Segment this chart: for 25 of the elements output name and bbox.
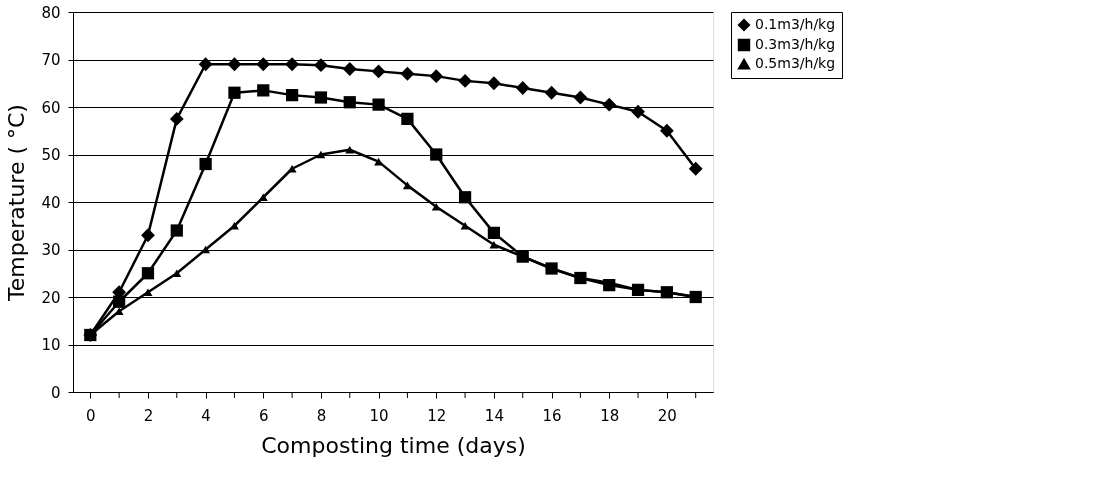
y-tick-label: 10 (41, 336, 61, 354)
y-tick-label: 40 (41, 193, 61, 212)
x-tick-label: 12 (427, 406, 447, 425)
y-tick-label: 80 (41, 3, 61, 22)
legend-label: 0.3m3/h/kg (755, 36, 836, 52)
y-tick-label: 20 (41, 288, 61, 307)
x-axis-title: Composting time (days) (261, 432, 526, 458)
x-tick-label: 18 (600, 406, 620, 425)
legend-label: 0.5m3/h/kg (755, 55, 836, 71)
legend-label: 0.1m3/h/kg (755, 16, 836, 32)
x-tick-label: 2 (143, 406, 154, 425)
x-tick-label: 14 (484, 406, 504, 425)
x-tick-label: 16 (542, 406, 562, 425)
x-tick-label: 4 (201, 406, 211, 425)
x-tick-label: 10 (369, 406, 389, 425)
y-axis-title: Temperature ( °C) (4, 104, 30, 302)
y-tick-label: 70 (41, 51, 61, 69)
y-tick-label: 0 (50, 383, 61, 402)
y-tick-label: 30 (41, 241, 61, 259)
x-tick-label: 0 (86, 406, 96, 425)
x-tick-label: 8 (316, 406, 327, 425)
x-tick-label: 20 (657, 406, 677, 425)
y-tick-label: 60 (41, 98, 61, 117)
y-tick-label: 50 (41, 146, 61, 164)
x-tick-label: 6 (259, 406, 269, 425)
